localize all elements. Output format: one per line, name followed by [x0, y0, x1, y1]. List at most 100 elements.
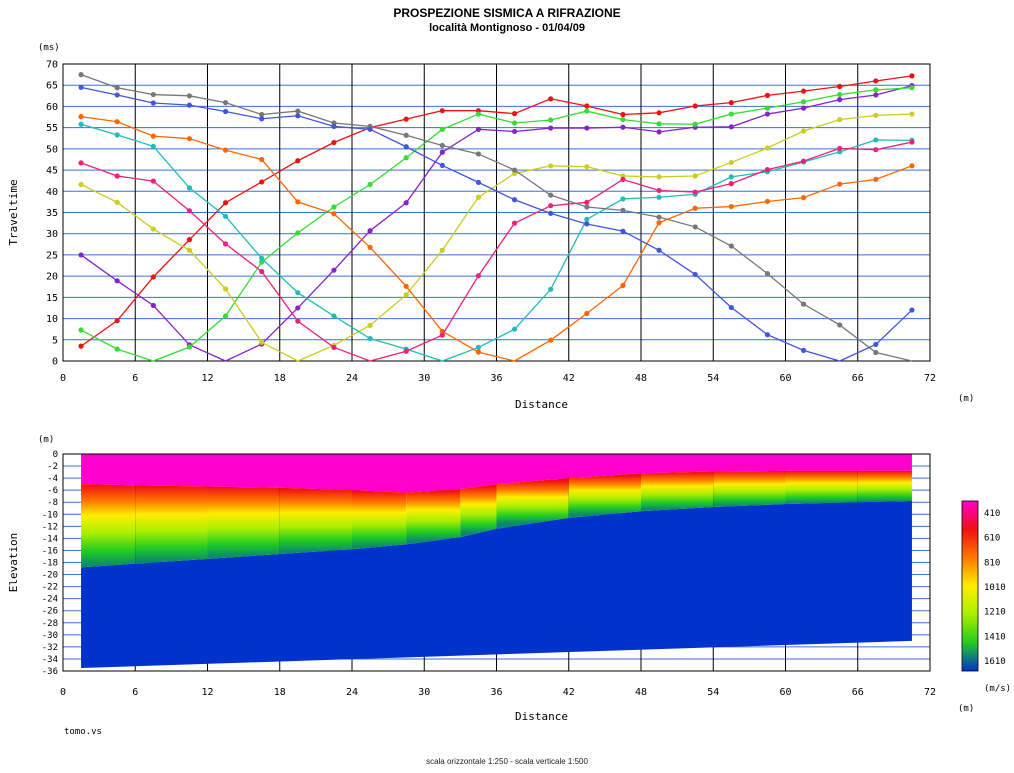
y-tick-label: 10	[46, 314, 58, 325]
data-point	[873, 349, 879, 356]
data-point	[150, 178, 156, 184]
data-point	[728, 174, 734, 180]
legend-label: 810	[984, 558, 1000, 568]
data-point	[837, 181, 843, 187]
y-tick-label: 30	[46, 229, 58, 240]
data-point	[656, 220, 662, 226]
legend-label: 1210	[984, 608, 1006, 618]
plot-frame	[62, 453, 931, 672]
layer-transition	[785, 470, 858, 505]
data-point	[439, 162, 445, 169]
data-point	[909, 307, 915, 313]
data-point	[367, 244, 373, 250]
data-point	[584, 103, 590, 109]
legend-label: 410	[984, 509, 1000, 519]
data-point	[475, 151, 482, 157]
data-point	[837, 83, 843, 90]
data-point	[800, 105, 807, 111]
x-tick-label: 18	[274, 373, 286, 384]
data-point	[873, 92, 879, 98]
data-point	[548, 163, 554, 169]
data-point	[475, 344, 482, 351]
legend-label: 1610	[984, 657, 1006, 667]
data-point	[331, 313, 337, 319]
y-tick-label: 50	[46, 144, 58, 155]
series-line	[80, 86, 913, 362]
data-point	[656, 187, 662, 194]
data-point	[439, 332, 445, 338]
x-tick-label: 48	[635, 687, 647, 698]
data-point	[186, 344, 193, 350]
data-point	[656, 174, 662, 180]
y-unit-label: (m)	[38, 435, 54, 445]
legend-label: 610	[984, 534, 1000, 544]
data-point	[692, 205, 698, 211]
data-point	[475, 179, 482, 185]
y-tick-label: -10	[42, 510, 58, 520]
data-point	[186, 237, 193, 243]
data-point	[548, 210, 554, 216]
data-point	[114, 119, 120, 125]
data-point	[656, 247, 662, 253]
data-point	[114, 132, 120, 138]
file-label: tomo.vs	[64, 727, 102, 737]
layer-transition	[352, 490, 407, 550]
data-point	[800, 195, 807, 201]
data-point	[728, 203, 734, 210]
layer-transition	[207, 486, 280, 559]
data-point	[403, 200, 409, 206]
y-tick-label: -18	[42, 559, 58, 569]
y-axis-label: Elevation	[7, 533, 20, 593]
data-point	[620, 116, 626, 123]
data-point	[367, 335, 373, 342]
data-point	[295, 318, 301, 324]
data-point	[764, 332, 771, 338]
data-point	[620, 228, 626, 234]
data-point	[150, 274, 156, 280]
data-point	[439, 108, 445, 114]
data-point	[186, 185, 193, 191]
data-point	[692, 173, 698, 179]
data-point	[873, 147, 879, 153]
y-tick-label: 35	[46, 208, 58, 219]
legend-color-bar	[961, 500, 979, 672]
series-line	[80, 85, 913, 362]
data-point	[114, 346, 120, 352]
y-tick-label: 0	[52, 357, 58, 368]
data-point	[764, 111, 771, 117]
data-point	[584, 199, 590, 205]
data-point	[584, 204, 590, 210]
data-point	[511, 167, 518, 173]
layer-transition	[406, 488, 461, 545]
legend-unit: (m/s)	[984, 684, 1011, 694]
y-tick-label: 0	[53, 450, 58, 460]
data-point	[367, 181, 373, 188]
data-point	[656, 214, 662, 220]
y-tick-label: -14	[42, 534, 58, 544]
y-unit-label: (ms)	[38, 43, 60, 53]
data-point	[692, 189, 698, 195]
page-title: PROSPEZIONE SISMICA A RIFRAZIONE	[393, 6, 621, 20]
data-point	[222, 147, 229, 153]
x-tick-label: 66	[852, 687, 864, 698]
layer-transition	[135, 485, 208, 564]
data-point	[584, 125, 590, 131]
y-tick-label: 25	[46, 250, 58, 261]
data-point	[78, 181, 84, 188]
data-point	[837, 91, 843, 98]
data-point	[331, 344, 337, 351]
data-point	[548, 286, 554, 292]
data-point	[150, 302, 156, 309]
layer-low-velocity	[81, 454, 912, 493]
y-tick-label: 15	[46, 293, 58, 304]
data-point	[439, 149, 445, 155]
data-point	[295, 158, 301, 164]
data-point	[620, 196, 626, 202]
data-point	[620, 176, 626, 183]
x-tick-label: 0	[60, 373, 66, 384]
data-point	[620, 207, 626, 213]
layer-transition	[713, 470, 786, 508]
y-tick-label: -36	[42, 667, 58, 677]
series-5	[78, 121, 915, 362]
x-tick-label: 12	[201, 373, 213, 384]
